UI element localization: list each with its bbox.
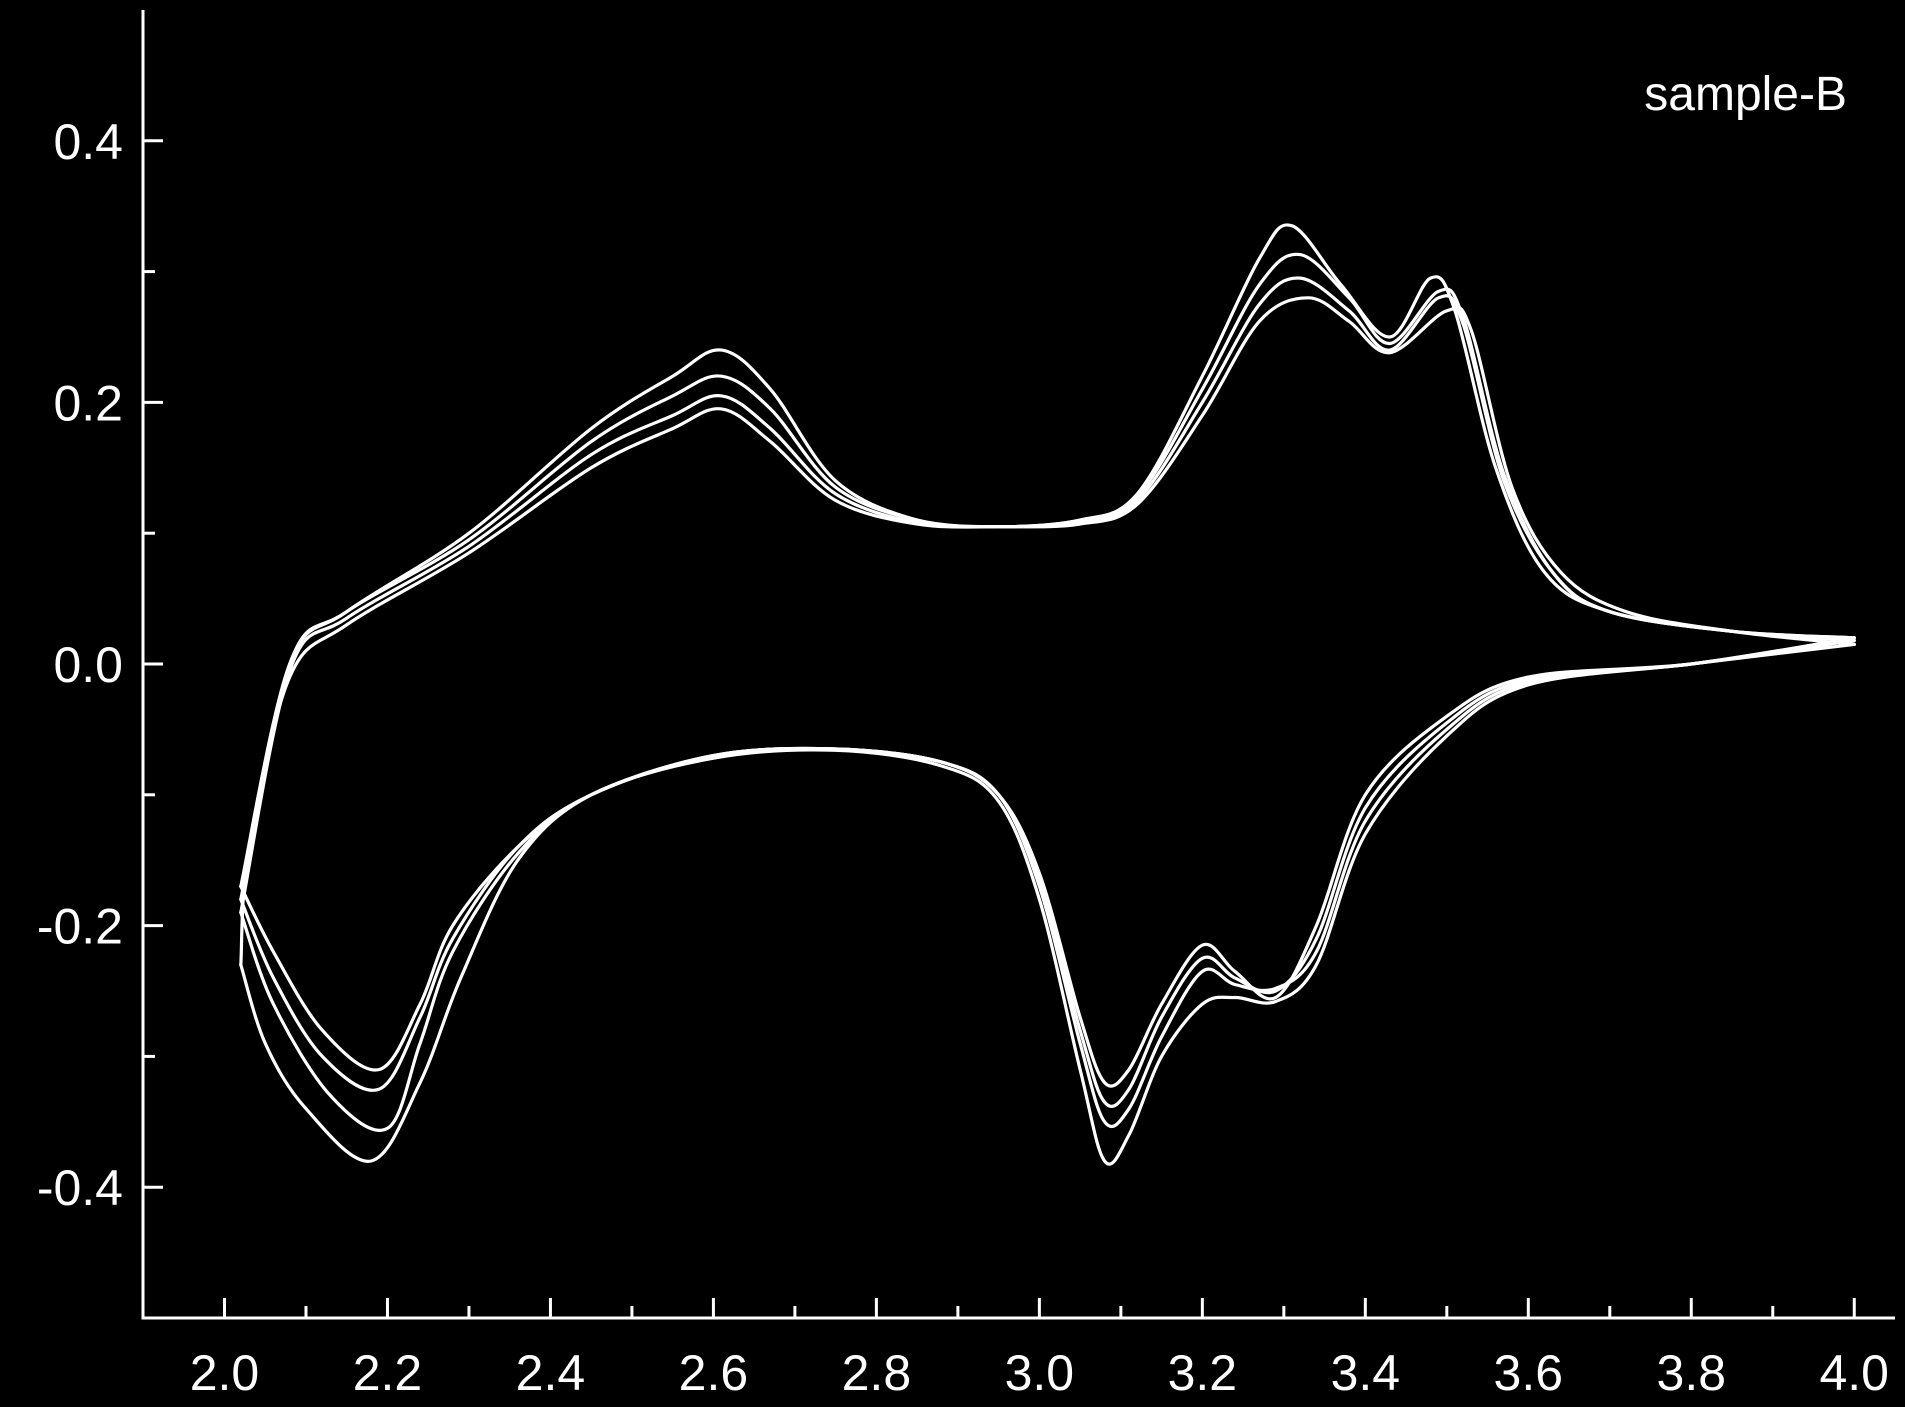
cycle-4-cathodic-curve (239, 642, 1856, 1166)
cycle-3-anodic-curve (239, 276, 1856, 915)
cycle-4-anodic-curve (239, 296, 1856, 967)
y-tick-label: 0.0 (53, 637, 123, 693)
series-group (239, 223, 1856, 1166)
x-tick-label: 2.2 (353, 1345, 423, 1401)
legend-sample-label: sample-B (1644, 68, 1847, 121)
x-tick-label: 3.2 (1168, 1345, 1238, 1401)
axis-ticks: 2.0 2.2 2.4 2.6 2.8 3.0 3.2 3.4 3.6 3.8 4.0 0.4 0.2 0… (37, 114, 1889, 1401)
cycle-3-cathodic-curve (239, 638, 1856, 1132)
y-tick-label: 0.4 (53, 114, 123, 170)
x-tick-label: 3.0 (1005, 1345, 1075, 1401)
axis-lines (141, 10, 1895, 1320)
cycle-2-cathodic-curve (239, 636, 1856, 1108)
y-tick-label: -0.4 (37, 1160, 123, 1216)
cycle-2-anodic-curve (239, 252, 1856, 901)
y-tick-label: 0.2 (53, 375, 123, 431)
cycle-1-cathodic-curve (239, 636, 1856, 1088)
x-tick-label: 3.4 (1331, 1345, 1401, 1401)
x-tick-label: 3.8 (1657, 1345, 1727, 1401)
x-tick-label: 4.0 (1819, 1345, 1889, 1401)
y-tick-label: -0.2 (37, 899, 123, 955)
x-tick-label: 2.0 (190, 1345, 260, 1401)
x-tick-label: 2.4 (516, 1345, 586, 1401)
x-tick-label: 3.6 (1494, 1345, 1564, 1401)
x-tick-label: 2.6 (679, 1345, 749, 1401)
x-tick-label: 2.8 (842, 1345, 912, 1401)
